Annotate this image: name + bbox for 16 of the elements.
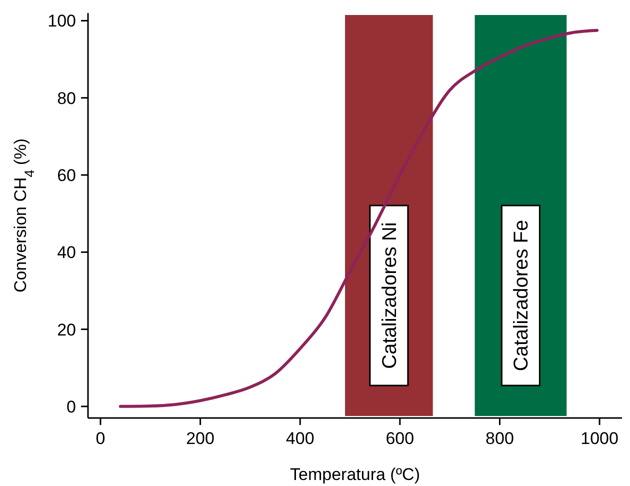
x-tick-label: 800	[486, 429, 514, 448]
y-tick-label: 20	[57, 320, 76, 340]
y-tick-label: 100	[48, 12, 76, 31]
x-axis-title: Temperatura (ºC)	[290, 465, 420, 484]
y-tick-label: 60	[57, 166, 76, 185]
x-tick-label: 400	[286, 429, 314, 448]
y-tick-label: 0	[66, 397, 76, 416]
x-tick-label: 600	[386, 429, 414, 448]
y-tick-label: 80	[57, 88, 76, 108]
line-series	[118, 28, 599, 408]
y-tick-label: 40	[57, 243, 76, 262]
band-label: Catalizadores Ni	[378, 222, 401, 369]
x-tick-label: 200	[186, 429, 214, 448]
band-label: Catalizadores Fe	[510, 220, 533, 372]
x-tick-label: 1000	[580, 429, 618, 448]
x-tick-label: 0	[96, 429, 106, 448]
